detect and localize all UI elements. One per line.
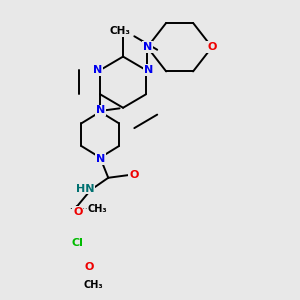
Text: N: N [96,154,105,164]
Text: O: O [129,170,139,180]
Text: O: O [73,206,83,217]
Text: HN: HN [76,184,94,194]
Text: Cl: Cl [71,238,83,248]
Text: N: N [144,65,153,75]
Text: N: N [93,65,102,75]
Text: CH₃: CH₃ [109,26,130,36]
Text: N: N [143,42,152,52]
Text: CH₃: CH₃ [83,280,103,290]
Text: N: N [96,106,105,116]
Text: O: O [85,262,94,272]
Text: CH₃: CH₃ [88,204,107,214]
Text: O: O [207,42,217,52]
